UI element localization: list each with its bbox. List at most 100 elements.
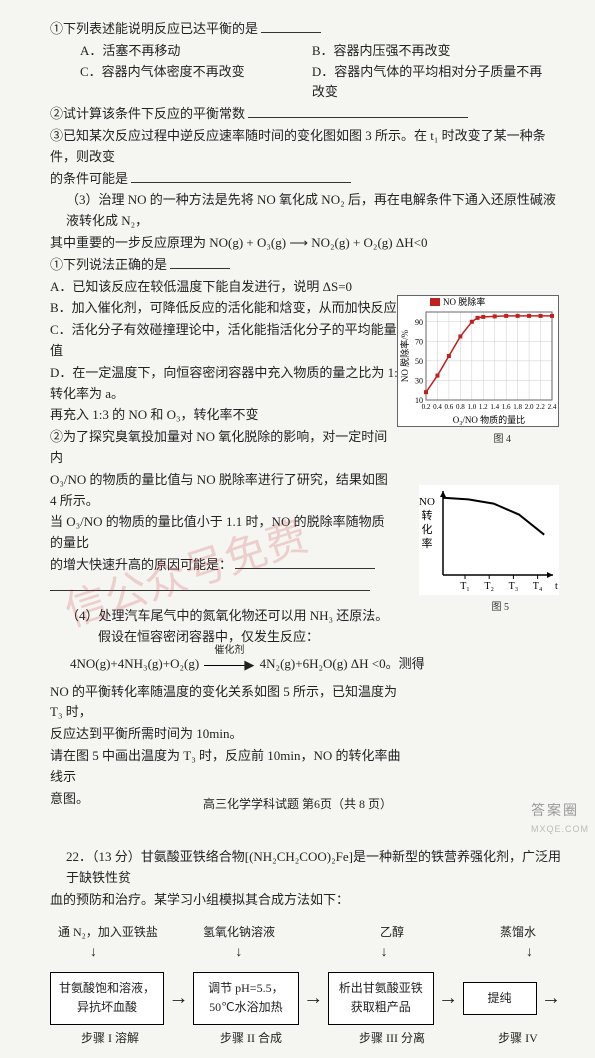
step-0: 步骤 I 溶解 <box>50 1029 170 1048</box>
q1-sub3a: ③已知某次反应过程中逆反应速率随时间的变化图如图 3 所示。在 t₁ 时改变了某… <box>50 128 546 164</box>
q3-sub2d-line: 的增大快速升高的原因可能是： <box>50 555 390 576</box>
corner-logo: 答案圈 MXQE.COM <box>531 799 589 836</box>
svg-text:90: 90 <box>415 318 423 327</box>
svg-text:t: t <box>555 581 558 592</box>
step-1: 步骤 II 合成 <box>191 1029 311 1048</box>
q1-blank <box>261 19 321 33</box>
svg-text:率: 率 <box>422 536 433 550</box>
flow-box-0-text: 甘氨酸饱和溶液， 异抗坏血酸 <box>59 981 155 1014</box>
svg-text:转: 转 <box>422 508 433 522</box>
corner-sub: MXQE.COM <box>531 822 589 836</box>
eq-arrow: 催化剂 ▶ <box>202 655 256 676</box>
q1-options: A．活塞不再移动 B．容器内压强不再改变 C．容器内气体密度不再改变 D．容器内… <box>80 41 563 103</box>
eq-catalyst: 催化剂 <box>202 643 256 659</box>
q4-line3: 反应达到平衡所需时间为 10min。 <box>50 724 410 745</box>
svg-text:1.4: 1.4 <box>490 403 499 411</box>
q3-sub2d: 的增大快速升高的原因可能是： <box>50 557 232 572</box>
flow-box-2: 析出甘氨酸亚铁 获取粗产品 <box>328 972 434 1024</box>
q1-stem-text: ①下列表述能说明反应已达平衡的是 <box>50 21 258 36</box>
flow-down-arrows: ↓ ↓ ↓ ↓ <box>90 942 533 964</box>
flow-row: 甘氨酸饱和溶液， 异抗坏血酸 → 调节 pH=5.5， 50℃水浴加热 → 析出… <box>50 972 563 1024</box>
q1-opt-b: B．容器内压强不再改变 <box>312 41 544 62</box>
svg-text:T₂: T₂ <box>484 581 494 592</box>
flow-box-0: 甘氨酸饱和溶液， 异抗坏血酸 <box>50 972 164 1024</box>
page-footer: 高三化学学科试题 第6页（共 8 页） <box>0 795 595 814</box>
flow-box-2-text: 析出甘氨酸亚铁 获取粗产品 <box>339 981 423 1014</box>
down-arrow-icon: ↓ <box>90 942 97 964</box>
down-arrow-icon: ↓ <box>526 942 533 964</box>
q3-prompt: ①下列说法正确的是 <box>50 257 167 272</box>
svg-text:70: 70 <box>415 337 423 346</box>
eq-right: 4N₂(g)+6H₂O(g) ΔH <0。测得 <box>260 656 425 671</box>
flow-top-0: 通 N₂，加入亚铁盐 <box>58 923 176 942</box>
flow-top-3: 蒸馏水 <box>473 923 563 942</box>
chart-4: 10305070900.20.40.60.81.01.21.41.61.82.0… <box>397 295 559 427</box>
q3-sub2a: ②为了探究臭氧投加量对 NO 氧化脱除的影响，对一定时间内 <box>50 427 390 469</box>
eq-left: 4NO(g)+4NH₃(g)+O₂(g) <box>70 656 199 671</box>
svg-text:0.2: 0.2 <box>422 403 431 411</box>
flow-box-1: 调节 pH=5.5， 50℃水浴加热 <box>193 972 299 1024</box>
q4-equation: 4NO(g)+4NH₃(g)+O₂(g) 催化剂 ▶ 4N₂(g)+6H₂O(g… <box>70 654 563 675</box>
chart5-title: 图 5 <box>492 600 510 616</box>
flow-box-1-text: 调节 pH=5.5， 50℃水浴加热 <box>208 981 283 1014</box>
q1-sub2-blank <box>248 104 468 118</box>
svg-text:2.0: 2.0 <box>525 403 534 411</box>
q1-sub2: ②试计算该条件下反应的平衡常数 <box>50 104 563 125</box>
q4-line1: 假设在恒容密闭容器中，仅发生反应： <box>98 627 563 648</box>
right-arrow-icon: → <box>438 982 458 1014</box>
q1-opt-c: C．容器内气体密度不再改变 <box>80 62 312 104</box>
step-3: 步骤 IV <box>473 1029 563 1048</box>
q3-sub2c: 当 O₃/NO 的物质的量比值小于 1.1 时，NO 的脱除率随物质的量比 <box>50 512 390 554</box>
svg-text:NO 脱除率/%: NO 脱除率/% <box>399 329 410 382</box>
chart4-title: 图 4 <box>494 432 512 448</box>
flow-top-1: 氢氧化钠溶液 <box>203 923 311 942</box>
svg-text:0.6: 0.6 <box>445 403 454 411</box>
step-labels: 步骤 I 溶解 步骤 II 合成 步骤 III 分离 步骤 IV <box>50 1029 563 1048</box>
flow-box-3: 提纯 <box>463 982 537 1015</box>
corner-text: 答案圈 <box>531 802 579 818</box>
right-arrow-icon: → <box>303 982 323 1014</box>
svg-text:1.8: 1.8 <box>513 403 522 411</box>
q1-sub3: ③已知某次反应过程中逆反应速率随时间的变化图如图 3 所示。在 t₁ 时改变了某… <box>50 126 563 168</box>
q22-head2: 血的预防和治疗。某学习小组模拟其合成方法如下： <box>50 890 563 911</box>
svg-text:T₁: T₁ <box>460 581 470 592</box>
svg-text:30: 30 <box>415 376 423 385</box>
q3-sub2b: O₃/NO 的物质的量比值与 NO 脱除率进行了研究，结果如图 4 所示。 <box>50 470 390 512</box>
q4-line2: NO 的平衡转化率随温度的变化关系如图 5 所示，已知温度为 T₃ 时， <box>50 682 410 724</box>
right-arrow-icon: → <box>541 982 561 1014</box>
svg-text:2.4: 2.4 <box>548 403 557 411</box>
svg-text:0.4: 0.4 <box>433 403 442 411</box>
q1-opt-a: A．活塞不再移动 <box>80 41 312 62</box>
svg-text:1.6: 1.6 <box>502 403 511 411</box>
q3-head2: 其中重要的一步反应原理为 NO(g) + O₃(g) ⟶ NO₂(g) + O₂… <box>50 233 563 254</box>
svg-text:T₄: T₄ <box>533 581 543 592</box>
down-arrow-icon: ↓ <box>235 942 242 964</box>
flow-top-2: 乙醇 <box>338 923 446 942</box>
q3-head: （3）治理 NO 的一种方法是先将 NO 氧化成 NO₂ 后，再在电解条件下通入… <box>66 190 563 232</box>
q4-line4: 请在图 5 中画出温度为 T₃ 时，反应前 10min，NO 的转化率曲线示 <box>50 746 410 788</box>
q1-sub3b-line: 的条件可能是 <box>50 169 563 190</box>
q22-head: 22．（13 分）甘氨酸亚铁络合物[(NH₂CH₂COO)₂Fe]是一种新型的铁… <box>66 847 563 889</box>
flow-top-labels: 通 N₂，加入亚铁盐 氢氧化钠溶液 乙醇 蒸馏水 <box>58 923 563 942</box>
q1-sub2-text: ②试计算该条件下反应的平衡常数 <box>50 106 245 121</box>
svg-text:NO: NO <box>419 496 435 508</box>
svg-text:2.2: 2.2 <box>536 403 545 411</box>
svg-text:0.8: 0.8 <box>456 403 465 411</box>
q1-sub3-blank <box>131 169 351 183</box>
step-2: 步骤 III 分离 <box>332 1029 452 1048</box>
q1-sub3b: 的条件可能是 <box>50 171 128 186</box>
chart-5: T₁T₂T₃T₄tNO转化率 <box>419 485 559 595</box>
q4-head: （4）处理汽车尾气中的氮氧化物还可以用 NH₃ 还原法。 <box>66 606 563 627</box>
chart-4-svg: 10305070900.20.40.60.81.01.21.41.61.82.0… <box>398 296 558 426</box>
down-arrow-icon: ↓ <box>381 942 388 964</box>
svg-text:1.0: 1.0 <box>467 403 476 411</box>
chart-5-svg: T₁T₂T₃T₄tNO转化率 <box>419 485 559 595</box>
svg-text:NO 脱除率: NO 脱除率 <box>443 296 485 307</box>
right-arrow-icon: → <box>168 982 188 1014</box>
q1-stem: ①下列表述能说明反应已达平衡的是 <box>50 19 563 40</box>
flow-box-3-text: 提纯 <box>488 991 512 1005</box>
svg-text:化: 化 <box>422 522 433 536</box>
svg-text:O₃/NO 物质的量比: O₃/NO 物质的量比 <box>453 414 525 425</box>
q3-sub2d-blank <box>235 555 375 569</box>
q1-opt-d: D．容器内气体的平均相对分子质量不再改变 <box>312 62 544 104</box>
